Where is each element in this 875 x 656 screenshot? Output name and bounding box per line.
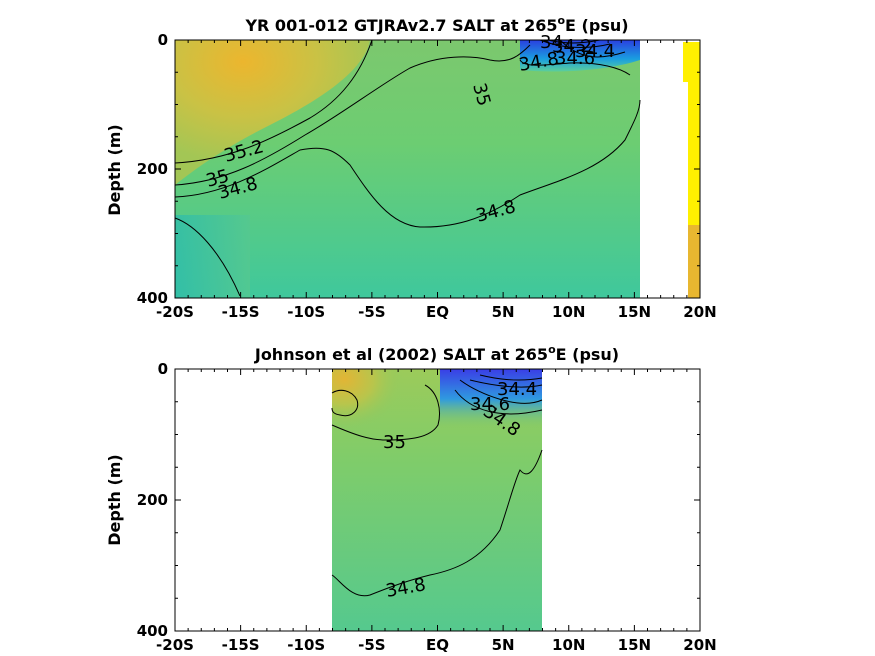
y-tick-label: 0 (158, 360, 168, 378)
panel-1-y-ticks: 0 200 400 (137, 31, 700, 307)
x-tick-label: 10N (552, 636, 585, 654)
panel-2-contours (331, 374, 543, 597)
contour-label: 34.4 (497, 379, 537, 400)
x-tick-label: 10N (552, 303, 585, 321)
x-tick-label: EQ (426, 636, 449, 654)
x-tick-label: -15S (222, 636, 260, 654)
contour-label: 34.6 (555, 48, 595, 69)
x-tick-label: -15S (222, 303, 260, 321)
panel-2: Johnson et al (2002) SALT at 265oE (psu)… (105, 343, 717, 654)
panel-1-field (175, 40, 640, 298)
x-tick-label: 15N (618, 303, 651, 321)
panel-1-contours (174, 39, 641, 297)
x-tick-label: 15N (618, 636, 651, 654)
contour-label: 34.6 (470, 394, 510, 415)
x-tick-label: 20N (683, 636, 716, 654)
x-tick-label: EQ (426, 303, 449, 321)
contour-label: 35 (383, 432, 406, 453)
y-tick-label: 400 (137, 289, 168, 307)
panel-2-contour-labels: 35 34.8 34.6 34.8 34.4 (383, 379, 537, 602)
x-tick-label: -10S (287, 303, 325, 321)
panel-1-colorbar-strip (683, 42, 700, 298)
y-tick-label: 0 (158, 31, 168, 49)
panel-2-y-axis-label: Depth (m) (105, 454, 124, 546)
x-tick-label: 5N (492, 303, 515, 321)
panel-2-field (332, 369, 542, 631)
x-tick-label: -10S (287, 636, 325, 654)
contour-label: 34.4 (575, 41, 615, 62)
x-tick-label: -5S (358, 303, 385, 321)
x-tick-label: -5S (358, 636, 385, 654)
panel-2-title: Johnson et al (2002) SALT at 265oE (psu) (254, 343, 619, 364)
y-tick-label: 200 (137, 160, 168, 178)
y-tick-label: 400 (137, 622, 168, 640)
x-tick-label: -20S (156, 636, 194, 654)
contour-label: 34 (540, 32, 563, 53)
panel-1: YR 001-012 GTJRAv2.7 SALT at 265oE (psu)… (105, 14, 717, 321)
panel-1-x-ticks: -20S -15S -10S -5S EQ 5N 10N 15N 20N (156, 40, 717, 321)
x-tick-label: 20N (683, 303, 716, 321)
panel-2-x-ticks: -20S -15S -10S -5S EQ 5N 10N 15N 20N (156, 369, 717, 654)
panel-2-y-ticks: 0 200 400 (137, 360, 700, 640)
panel-1-title: YR 001-012 GTJRAv2.7 SALT at 265oE (psu) (244, 14, 628, 35)
y-tick-label: 200 (137, 491, 168, 509)
panel-1-y-axis-label: Depth (m) (105, 124, 124, 216)
x-tick-label: -20S (156, 303, 194, 321)
x-tick-label: 5N (492, 636, 515, 654)
